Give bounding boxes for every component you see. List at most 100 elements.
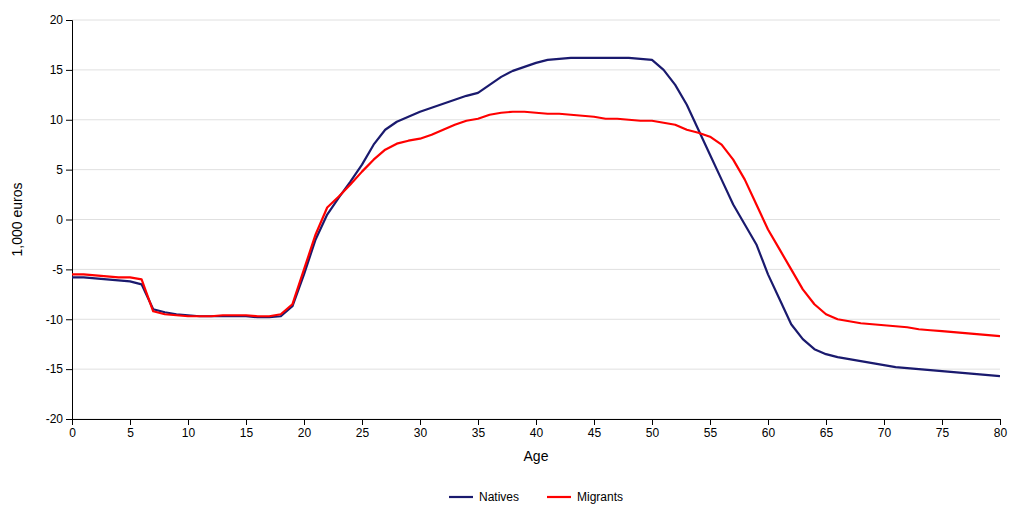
- y-tick-label: 5: [56, 163, 63, 177]
- x-tick: 50: [646, 419, 660, 440]
- line: [72, 58, 1000, 376]
- x-tick: 40: [530, 419, 544, 440]
- y-tick: 0: [56, 213, 72, 227]
- x-tick-label: 65: [820, 426, 834, 440]
- lines: [72, 58, 1000, 376]
- x-tick-label: 75: [936, 426, 950, 440]
- x-tick-mark: [188, 419, 189, 425]
- grid-line: [72, 219, 1000, 220]
- y-tick: -15: [46, 362, 72, 376]
- x-tick: 55: [704, 419, 718, 440]
- x-tick-label: 60: [762, 426, 776, 440]
- y-tick: 20: [50, 13, 72, 27]
- x-tick: 60: [762, 419, 776, 440]
- y-tick-label: 0: [56, 213, 63, 227]
- x-tick: 80: [994, 419, 1008, 440]
- chart: 05101520253035404550556065707580-20-15-1…: [0, 0, 1024, 529]
- x-tick-mark: [942, 419, 943, 425]
- x-tick-label: 50: [646, 426, 660, 440]
- grid: [72, 20, 1000, 419]
- x-tick: 0: [69, 419, 76, 440]
- x-axis: 0 5 10 15 20 25 30 35 40 45 50 55 60 65 70 75 80: [69, 419, 1007, 440]
- plot-area: 05101520253035404550556065707580-20-15-1…: [46, 13, 1008, 439]
- y-tick: -5: [52, 263, 72, 277]
- grid-line: [72, 20, 1000, 21]
- y-tick: 5: [56, 163, 72, 177]
- x-tick: 70: [878, 419, 892, 440]
- y-tick-mark: [66, 419, 72, 420]
- x-tick: 45: [588, 419, 602, 440]
- legend-swatch: [449, 496, 473, 498]
- y-tick-label: -5: [52, 263, 63, 277]
- x-tick-mark: [884, 419, 885, 425]
- x-tick-label: 35: [472, 426, 486, 440]
- x-tick-label: 0: [69, 426, 76, 440]
- x-tick: 20: [298, 419, 312, 440]
- x-tick-mark: [130, 419, 131, 425]
- y-tick-label: -10: [46, 313, 64, 327]
- legend-item: Natives: [449, 490, 519, 504]
- x-tick-label: 15: [240, 426, 254, 440]
- x-axis-line: [73, 420, 1001, 426]
- y-tick: 10: [50, 113, 72, 127]
- x-tick: 65: [820, 419, 834, 440]
- legend-label: Migrants: [577, 490, 623, 504]
- x-tick-label: 80: [994, 426, 1008, 440]
- x-tick-label: 30: [414, 426, 428, 440]
- y-tick-label: -15: [46, 362, 64, 376]
- x-tick-mark: [246, 419, 247, 425]
- legend-swatch: [547, 496, 571, 498]
- x-tick-mark: [420, 419, 421, 425]
- x-tick-mark: [362, 419, 363, 425]
- y-tick-label: 20: [50, 13, 64, 27]
- grid-line: [72, 69, 1000, 70]
- x-tick-mark: [652, 419, 653, 425]
- y-tick-mark: [66, 170, 72, 171]
- x-tick: 75: [936, 419, 950, 440]
- y-tick: 15: [50, 63, 72, 77]
- x-tick-label: 40: [530, 426, 544, 440]
- x-tick-mark: [768, 419, 769, 425]
- y-tick-mark: [66, 120, 72, 121]
- x-tick-mark: [1000, 419, 1001, 425]
- legend-label: Natives: [479, 490, 519, 504]
- y-tick-label: 15: [50, 63, 64, 77]
- x-tick-mark: [826, 419, 827, 425]
- x-tick-label: 25: [356, 426, 370, 440]
- y-tick-mark: [66, 70, 72, 71]
- x-tick: 15: [240, 419, 254, 440]
- x-tick-mark: [304, 419, 305, 425]
- y-tick-mark: [66, 20, 72, 21]
- x-tick: 25: [356, 419, 370, 440]
- legend-item: Migrants: [547, 490, 623, 504]
- y-tick-label: 10: [50, 113, 64, 127]
- x-tick-label: 45: [588, 426, 602, 440]
- grid-line: [72, 119, 1000, 120]
- grid-line: [72, 369, 1000, 370]
- y-tick-mark: [66, 269, 72, 270]
- grid-line: [72, 319, 1000, 320]
- y-axis: -20 -15 -10 -5 0 5 10 15 20: [46, 13, 73, 426]
- x-tick-label: 5: [127, 426, 134, 440]
- x-tick-mark: [710, 419, 711, 425]
- x-tick-label: 10: [182, 426, 196, 440]
- y-axis-line: [66, 21, 73, 420]
- x-tick-mark: [594, 419, 595, 425]
- y-tick-mark: [66, 319, 72, 320]
- x-tick-label: 70: [878, 426, 892, 440]
- x-tick: 35: [472, 419, 486, 440]
- x-tick-mark: [536, 419, 537, 425]
- legend: Natives Migrants: [449, 490, 623, 504]
- y-tick: -20: [46, 412, 72, 426]
- y-tick-label: -20: [46, 412, 64, 426]
- x-tick-label: 20: [298, 426, 312, 440]
- x-tick: 10: [182, 419, 196, 440]
- y-tick-mark: [66, 220, 72, 221]
- grid-line: [72, 169, 1000, 170]
- x-tick: 5: [127, 419, 134, 440]
- x-tick: 30: [414, 419, 428, 440]
- line: [72, 112, 1000, 336]
- y-tick-mark: [66, 369, 72, 370]
- y-axis-title: 1,000 euros: [9, 183, 25, 257]
- x-axis-title: Age: [524, 448, 549, 464]
